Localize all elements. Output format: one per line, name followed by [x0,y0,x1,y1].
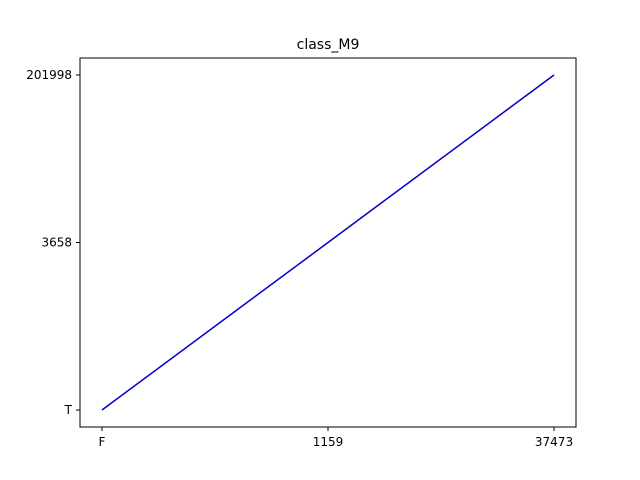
x-tick-label: F [99,435,106,449]
x-axis: F 1159 37473 [99,427,573,449]
chart-title: class_M9 [297,37,360,53]
y-tick-label: T [64,403,73,417]
y-tick-label: 3658 [41,236,72,250]
series-layer [101,74,555,411]
series-line [101,74,555,411]
y-axis: T 3658 201998 [26,68,80,417]
x-tick-label: 37473 [535,435,573,449]
y-tick-label: 201998 [26,68,72,82]
x-tick-label: 1159 [313,435,344,449]
